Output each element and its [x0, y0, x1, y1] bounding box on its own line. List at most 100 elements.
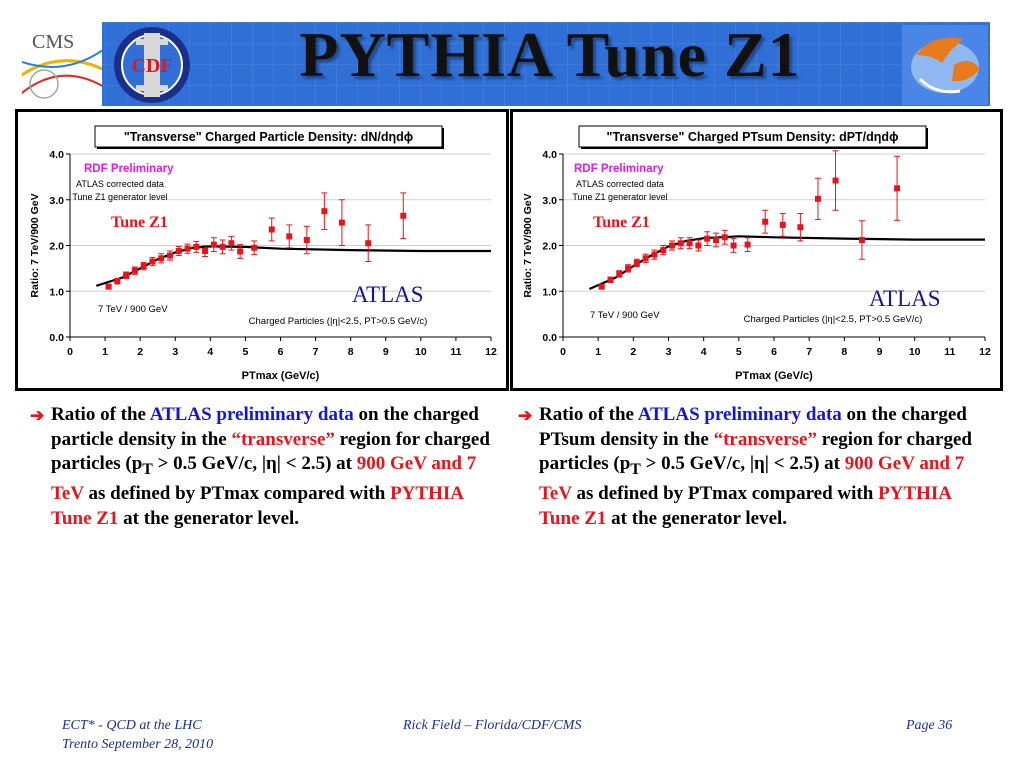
arrow-right-icon: ➔: [30, 406, 45, 425]
y-axis-title: Ratio: 7 TeV/900 GeV: [522, 193, 534, 297]
y-tick-label: 3.0: [49, 195, 64, 207]
uf-logo: [902, 25, 988, 105]
footer-date: Trento September 28, 2010: [62, 737, 214, 752]
slide-title: PYTHIA Tune Z1: [299, 19, 801, 90]
x-tick-label: 4: [701, 346, 707, 358]
energy-ratio-label: 7 TeV / 900 GeV: [98, 304, 168, 315]
bullet-subscript: T: [142, 460, 153, 478]
x-tick-label: 6: [278, 346, 284, 358]
data-point: [400, 212, 407, 219]
chart-title-box: [94, 125, 443, 148]
chart-left: "Transverse" Charged Particle Density: d…: [29, 125, 497, 382]
x-tick-label: 11: [450, 346, 461, 358]
rdf-preliminary-label: RDF Preliminary: [574, 163, 664, 175]
data-point: [721, 234, 728, 241]
bullet-text-part: as defined by PTmax compared with: [571, 483, 879, 505]
data-point: [814, 195, 821, 202]
chart-title: "Transverse" Charged Particle Density: d…: [124, 130, 413, 144]
data-point: [642, 255, 649, 262]
x-tick-label: 5: [242, 346, 248, 358]
data-point: [730, 242, 737, 249]
x-tick-label: 0: [67, 346, 73, 358]
x-axis-title: PTmax (GeV/c): [242, 370, 320, 382]
data-point: [303, 237, 310, 244]
y-tick-label: 3.0: [542, 195, 557, 207]
footer-left: ECT* - QCD at the LHC Trento September 2…: [62, 716, 213, 754]
bullet-text-part: region for charged particles (p: [51, 428, 490, 475]
data-point: [251, 244, 258, 251]
data-point: [193, 243, 200, 250]
cms-logo-text: CMS: [32, 31, 74, 53]
data-point: [607, 276, 614, 283]
chart-title: "Transverse" Charged PTsum Density: dPT/…: [607, 130, 899, 144]
chart-panel-right: "Transverse" Charged PTsum Density: dPT/…: [510, 109, 1003, 391]
x-tick-label: 10: [415, 346, 427, 358]
y-tick-label: 2.0: [49, 241, 64, 253]
data-point: [695, 242, 702, 249]
y-tick-label: 1.0: [49, 286, 64, 298]
bullet-text-part: region for charged particles (p: [539, 428, 972, 475]
x-tick-label: 0: [560, 346, 566, 358]
x-tick-label: 1: [102, 346, 108, 358]
bullet-text-part: > 0.5 GeV/c, |η| < 2.5) at: [152, 453, 357, 474]
energy-ratio-label: 7 TeV / 900 GeV: [590, 310, 660, 321]
cuts-label: Charged Particles (|η|<2.5, PT>0.5 GeV/c…: [249, 316, 428, 327]
x-tick-label: 11: [944, 346, 955, 358]
bullet-text-part: at the generator level.: [118, 507, 300, 529]
x-tick-label: 5: [736, 346, 742, 358]
bullet-transverse-highlight: “transverse”: [713, 428, 817, 450]
data-point: [131, 267, 138, 274]
data-point: [633, 259, 640, 266]
tune-z1-label: Tune Z1: [111, 214, 168, 231]
data-point: [365, 240, 372, 247]
x-tick-label: 9: [383, 346, 389, 358]
data-point: [797, 224, 804, 231]
x-tick-label: 12: [485, 346, 497, 358]
y-tick-label: 1.0: [542, 286, 557, 298]
data-point: [219, 243, 226, 250]
generator-level-label: Tune Z1 generator level: [72, 192, 167, 202]
data-point: [832, 177, 839, 184]
data-point: [677, 240, 684, 247]
data-point: [114, 278, 121, 285]
x-tick-label: 3: [666, 346, 672, 358]
chart-right: "Transverse" Charged PTsum Density: dPT/…: [522, 125, 991, 382]
x-tick-label: 6: [771, 346, 777, 358]
data-point: [175, 247, 182, 254]
bullet-right-text: Ratio of the ATLAS preliminary data on t…: [539, 403, 978, 531]
data-point: [338, 219, 345, 226]
data-point: [140, 263, 147, 270]
data-point: [166, 252, 173, 259]
bullet-energy-highlight: 900 GeV and 7 TeV: [51, 453, 477, 505]
data-point: [228, 240, 235, 247]
data-point: [625, 265, 632, 272]
bullet-left-text: Ratio of the ATLAS preliminary data on t…: [51, 403, 490, 531]
data-point: [651, 251, 658, 258]
chart-panel-left: "Transverse" Charged Particle Density: d…: [15, 109, 509, 391]
y-tick-label: 4.0: [542, 149, 557, 161]
cms-logo: CMS: [22, 22, 102, 106]
bullet-text-part: > 0.5 GeV/c, |η| < 2.5) at: [640, 453, 845, 474]
arrow-right-icon: ➔: [518, 406, 533, 425]
x-tick-label: 2: [630, 346, 636, 358]
bullet-transverse-highlight: “transverse”: [231, 428, 335, 450]
x-tick-label: 8: [348, 346, 354, 358]
tune-z1-curve: [95, 245, 491, 287]
data-point: [286, 233, 293, 240]
bullet-tune-highlight: PYTHIA Tune Z1: [539, 483, 951, 529]
footer-page-number: Page 36: [906, 718, 953, 733]
bullet-atlas-highlight: ATLAS preliminary data: [149, 404, 354, 425]
y-tick-label: 0.0: [542, 332, 557, 344]
bullet-left: ➔ Ratio of the ATLAS preliminary data on…: [30, 403, 490, 531]
data-point: [704, 235, 711, 242]
data-point: [686, 240, 693, 247]
x-tick-label: 10: [909, 346, 921, 358]
bullet-text-part: at the generator level.: [606, 507, 788, 529]
x-tick-label: 7: [806, 346, 812, 358]
cdf-logo: CDF: [114, 27, 190, 103]
data-point: [202, 247, 209, 254]
title-banner: [22, 22, 990, 106]
bullet-text-part: Ratio of the: [51, 404, 150, 425]
bullet-energy-highlight: 900 GeV and 7 TeV: [539, 453, 965, 505]
footer-conference: ECT* - QCD at the LHC: [62, 718, 202, 733]
